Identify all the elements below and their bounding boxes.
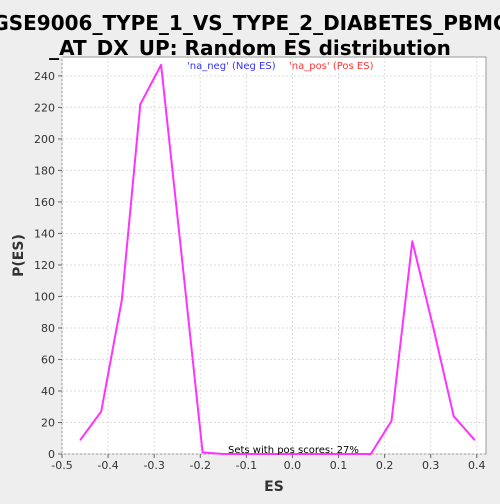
x-tick-label: 0.3 <box>422 459 440 472</box>
x-tick-label: 0.1 <box>330 459 348 472</box>
es-data-point <box>181 256 183 258</box>
y-tick-label: 40 <box>41 385 55 398</box>
y-tick-label: 60 <box>41 353 55 366</box>
es-data-point <box>160 64 162 66</box>
x-tick-label: -0.3 <box>143 459 164 472</box>
pos-scores-annotation: Sets with pos scores: 27% <box>228 445 359 456</box>
x-tick-label: -0.5 <box>51 459 72 472</box>
x-tick-label: -0.4 <box>97 459 118 472</box>
series-layer <box>79 63 476 455</box>
es-distribution-line <box>79 63 476 455</box>
es-data-point <box>473 439 476 441</box>
es-data-point <box>305 453 308 455</box>
es-data-point <box>452 415 455 418</box>
x-tick-label: 0.2 <box>376 459 394 472</box>
es-data-point <box>432 325 434 328</box>
grid-lines <box>61 57 486 455</box>
y-tick-label: 200 <box>34 133 55 146</box>
x-axis-label: ES <box>264 479 284 495</box>
es-data-point <box>222 453 225 455</box>
y-tick-label: 160 <box>34 196 55 209</box>
es-data-point <box>121 298 123 301</box>
es-data-point <box>411 240 414 243</box>
es-data-point <box>284 453 287 455</box>
es-data-point <box>370 453 372 455</box>
y-tick-label: 220 <box>34 101 55 114</box>
es-data-point <box>100 410 102 413</box>
y-tick-label: 0 <box>48 448 55 461</box>
es-data-point <box>264 453 266 455</box>
y-tick-label: 80 <box>41 322 55 335</box>
chart-title-line2: _AT_DX_UP: Random ES distribution <box>49 36 451 60</box>
x-tick-label: -0.2 <box>190 459 211 472</box>
axes: -0.5 -0.4 -0.3 -0.2 -0.1 0.0 0.1 0.2 0.3 0.4 0 20 40… <box>34 70 486 472</box>
es-data-point <box>201 451 204 454</box>
es-data-point <box>390 420 393 422</box>
es-data-point <box>243 453 245 455</box>
y-tick-label: 20 <box>41 416 55 429</box>
es-data-point <box>79 439 82 441</box>
es-data-point <box>346 453 349 455</box>
y-tick-label: 140 <box>34 227 55 240</box>
es-data-point <box>139 103 142 106</box>
legend-entry-pos: 'na_pos' (Pos ES) <box>289 61 374 72</box>
x-tick-label: 0.4 <box>468 459 486 472</box>
chart-title-line1: GSE9006_TYPE_1_VS_TYPE_2_DIABETES_PBMC <box>0 11 500 35</box>
y-tick-label: 180 <box>34 164 55 177</box>
y-axis-label: P(ES) <box>11 234 27 277</box>
y-tick-label: 120 <box>34 259 55 272</box>
x-tick-label: -0.1 <box>236 459 257 472</box>
y-tick-label: 240 <box>34 70 55 83</box>
y-tick-label: 100 <box>34 290 55 303</box>
legend-entry-neg: 'na_neg' (Neg ES) <box>187 61 276 72</box>
x-tick-label: 0.0 <box>284 459 302 472</box>
es-data-point <box>326 453 328 455</box>
